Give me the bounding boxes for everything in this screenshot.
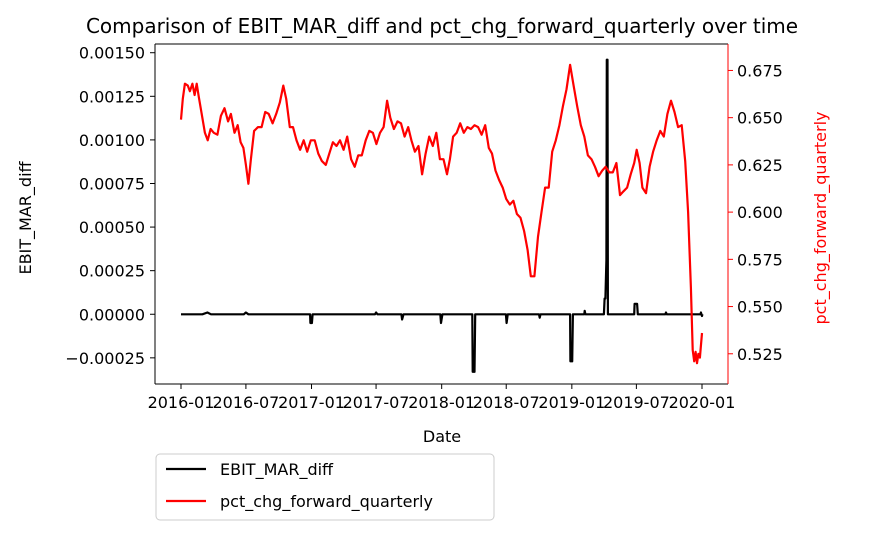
- x-tick-label: 2018-01: [408, 393, 475, 412]
- y-right-tick-label: 0.550: [737, 298, 783, 317]
- y-left-tick-label: 0.00125: [79, 87, 145, 106]
- y-right-tick-label: 0.525: [737, 345, 783, 364]
- x-tick-label: 2018-07: [473, 393, 540, 412]
- y-left-tick-label: 0.00150: [79, 44, 145, 63]
- x-tick-label: 2020-01: [669, 393, 736, 412]
- x-tick-label: 2019-07: [603, 393, 670, 412]
- y-left-tick-label: 0.00050: [79, 218, 145, 237]
- x-tick-label: 2016-01: [148, 393, 215, 412]
- y-left-tick-label: 0.00025: [79, 262, 145, 281]
- series-lines: [179, 58, 704, 373]
- x-tick-label: 2019-01: [538, 393, 605, 412]
- y-left-tick-label: 0.00000: [79, 305, 145, 324]
- x-tick-label: 2016-07: [212, 393, 279, 412]
- y-left-axis-ticks: 0.00150 0.00125 0.00100 0.00075 0.00050 0.000…: [65, 44, 155, 368]
- series-line-pct-chg-forward-quarterly: [179, 63, 704, 365]
- x-axis-label: Date: [423, 427, 461, 446]
- x-axis-ticks: 2016-012016-072017-012017-072018-012018-…: [148, 384, 736, 412]
- y-right-tick-label: 0.650: [737, 109, 783, 128]
- legend-label-pct-chg-forward-quarterly: pct_chg_forward_quarterly: [220, 492, 433, 512]
- y-right-tick-label: 0.600: [737, 203, 783, 222]
- x-tick-label: 2017-01: [278, 393, 345, 412]
- legend-box: [155, 453, 495, 521]
- y-right-tick-label: 0.625: [737, 156, 783, 175]
- y-left-axis-label: EBIT_MAR_diff: [16, 160, 36, 274]
- y-right-axis-label: pct_chg_forward_quarterly: [811, 112, 831, 325]
- y-right-tick-label: 0.575: [737, 250, 783, 269]
- y-left-tick-label: 0.00075: [79, 174, 145, 193]
- legend: EBIT_MAR_diff pct_chg_forward_quarterly: [155, 453, 495, 521]
- y-right-tick-label: 0.675: [737, 61, 783, 80]
- legend-label-ebit-mar-diff: EBIT_MAR_diff: [220, 460, 334, 480]
- plot-area: [155, 44, 728, 384]
- series-line-ebit-mar-diff: [181, 58, 704, 373]
- y-left-tick-label: 0.00100: [79, 131, 145, 150]
- chart-title: Comparison of EBIT_MAR_diff and pct_chg_…: [86, 14, 798, 38]
- x-tick-label: 2017-07: [343, 393, 410, 412]
- y-right-axis-ticks: 0.675 0.650 0.625 0.600 0.575 0.550 0.525: [728, 61, 783, 364]
- y-left-tick-label: −0.00025: [65, 349, 145, 368]
